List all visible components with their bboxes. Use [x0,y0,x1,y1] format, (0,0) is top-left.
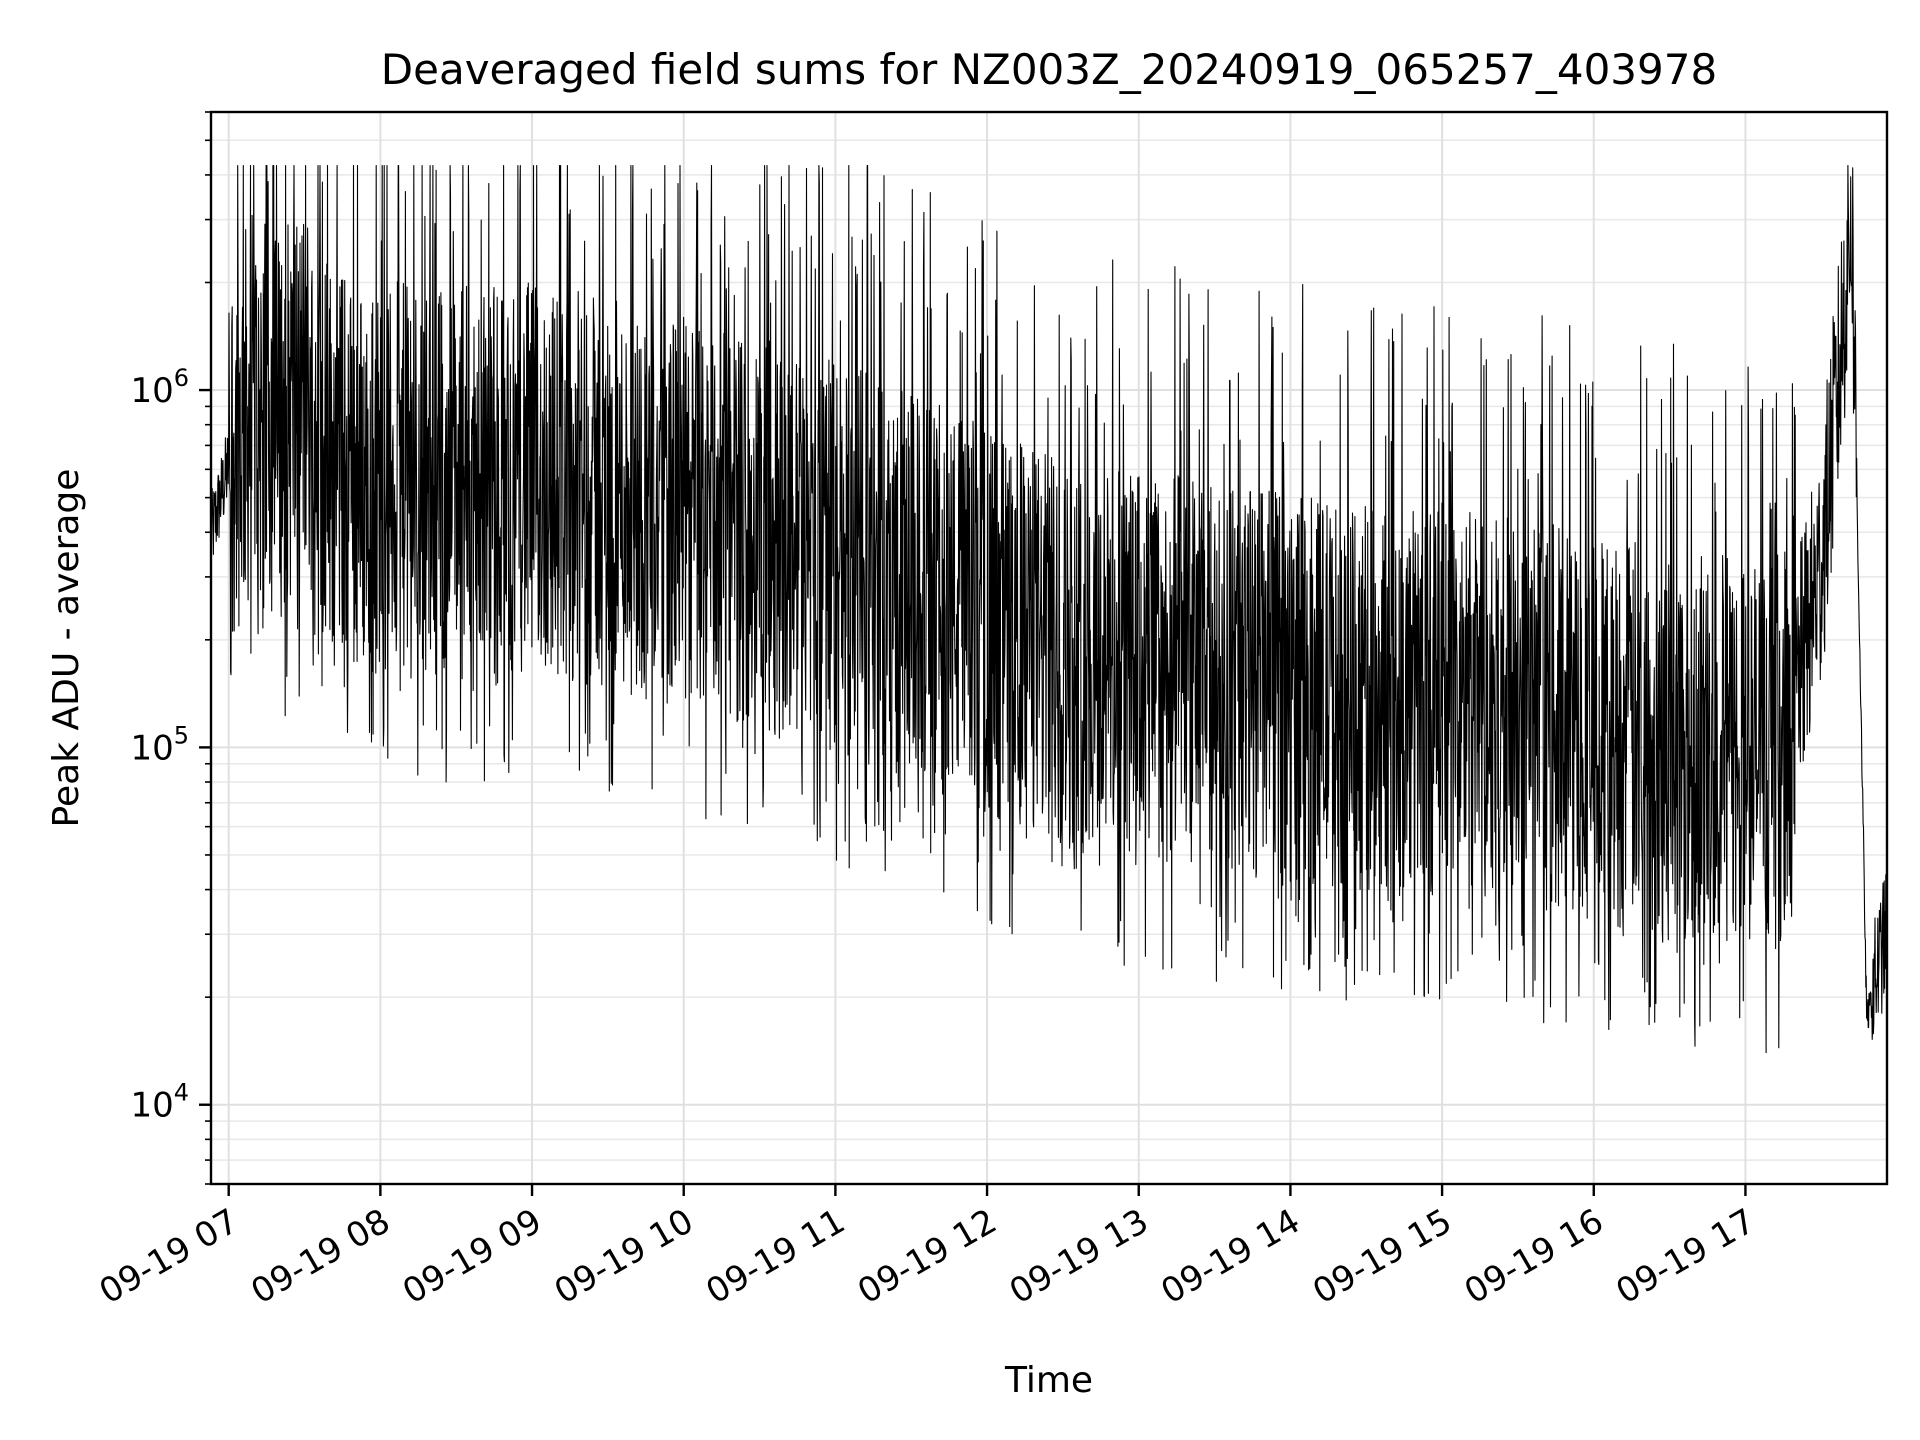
y-tick-label: 105 [130,721,189,768]
x-axis-label: Time [1004,1360,1093,1401]
plot-frame [209,110,1889,1186]
data-line [210,165,1888,1054]
y-tick-label: 104 [130,1079,189,1126]
y-axis: 104 105 106 [130,111,211,1185]
y-tick-label: 106 [130,364,189,411]
y-axis-label: Peak ADU - average [46,469,87,828]
chart-title: Deaveraged field sums for NZ003Z_2024091… [381,45,1717,94]
data-line-group [210,165,1888,1054]
